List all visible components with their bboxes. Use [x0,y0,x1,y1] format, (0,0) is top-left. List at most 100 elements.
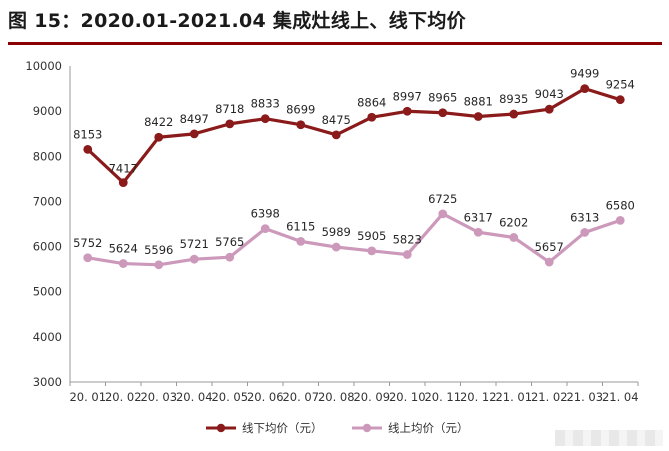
y-tick-label: 9000 [33,104,62,118]
legend-swatch-marker [362,423,372,433]
data-point [367,246,377,256]
data-point [260,114,270,124]
data-point [615,215,625,225]
data-label: 6580 [606,198,635,212]
data-label: 9499 [570,67,599,81]
data-point [544,104,554,114]
y-tick-label: 8000 [33,149,62,163]
legend-item: 线上均价（元） [352,421,469,435]
data-point [615,95,625,105]
data-point [118,178,128,188]
y-tick-labels: 3000 4000 5000 6000 7000 8000 9000 10000 [25,59,62,389]
data-label: 8935 [499,92,528,106]
data-point [509,109,519,119]
data-point [118,259,128,268]
data-label: 8881 [464,95,493,109]
data-point [189,129,199,139]
data-point [296,120,306,130]
data-label: 5721 [180,237,209,251]
series-offline: 8153 7417 8422 8497 8718 8833 8699 8475 8864 8997… [73,67,635,188]
legend-item: 线下均价（元） [206,421,323,435]
x-tick-label: 20. 04 [176,390,213,404]
data-label: 8864 [357,95,386,109]
data-label: 5624 [109,242,138,256]
data-label: 5989 [322,225,351,239]
data-label: 6202 [499,215,528,229]
data-point [296,236,306,246]
x-tick-label: 20. 11 [424,390,461,404]
data-label: 8718 [215,102,244,116]
x-tick-label: 20. 10 [389,390,426,404]
x-tick-label: 21. 02 [531,390,568,404]
x-tick-label: 21. 01 [495,390,532,404]
data-point [154,132,164,142]
data-label: 8153 [73,127,102,141]
data-point [473,227,483,237]
data-point [402,106,412,116]
x-tick-label: 21. 03 [566,390,603,404]
data-point [580,228,590,237]
x-tick-label: 20. 03 [140,390,177,404]
y-tick-label: 4000 [33,330,62,344]
x-tick-label: 20. 06 [247,390,284,404]
data-point [225,252,235,262]
data-point [580,84,590,94]
data-label: 8833 [251,97,280,111]
data-point [331,242,341,252]
x-tick-marks [69,382,639,386]
x-tick-label: 20. 07 [282,390,319,404]
legend: 线下均价（元） 线上均价（元） [206,421,469,435]
x-tick-label: 21. 04 [602,390,639,404]
data-point [438,209,448,219]
data-label: 9043 [535,87,564,101]
data-label: 5752 [73,236,102,250]
data-point [367,112,377,122]
data-point [260,224,270,234]
data-point [189,254,199,264]
x-tick-label: 20. 09 [353,390,390,404]
data-label: 5905 [357,229,386,243]
data-label: 8497 [180,112,209,126]
data-label: 5765 [215,235,244,249]
data-label: 6115 [286,219,315,233]
data-label: 6398 [251,207,280,221]
data-label: 8997 [393,89,422,103]
data-label: 5823 [393,233,422,247]
data-point [83,144,93,154]
x-tick-label: 20. 01 [69,390,106,404]
legend-label: 线上均价（元） [388,421,469,435]
x-tick-label: 20. 08 [318,390,355,404]
data-label: 8475 [322,113,351,127]
data-label: 6317 [464,210,493,224]
series-layer: 8153 7417 8422 8497 8718 8833 8699 8475 8864 8997… [73,67,635,270]
data-point [544,257,554,267]
x-tick-label: 20. 02 [105,390,142,404]
series-line [87,212,621,267]
data-label: 8965 [428,91,457,105]
legend-label: 线下均价（元） [242,421,323,435]
data-label: 6725 [428,192,457,206]
data-label: 8422 [144,115,173,129]
y-tick-label: 7000 [33,194,62,208]
data-label: 8699 [286,103,315,117]
x-tick-label: 20. 05 [211,390,248,404]
data-label: 7417 [109,162,138,176]
y-tick-label: 6000 [33,240,62,254]
y-tick-label: 10000 [25,59,62,73]
data-point [225,119,235,129]
x-tick-label: 20. 12 [460,390,497,404]
data-label: 5657 [535,240,564,254]
series-line [86,87,621,185]
y-tick-label: 5000 [33,285,62,299]
data-point [402,250,412,259]
figure-title: 图 15：2020.01-2021.04 集成灶线上、线下均价 [8,10,466,32]
data-label: 9254 [606,78,635,92]
data-label: 6313 [570,210,599,224]
data-point [83,253,93,263]
watermark-placeholder [555,430,663,446]
data-point [509,233,519,242]
data-point [331,130,341,140]
